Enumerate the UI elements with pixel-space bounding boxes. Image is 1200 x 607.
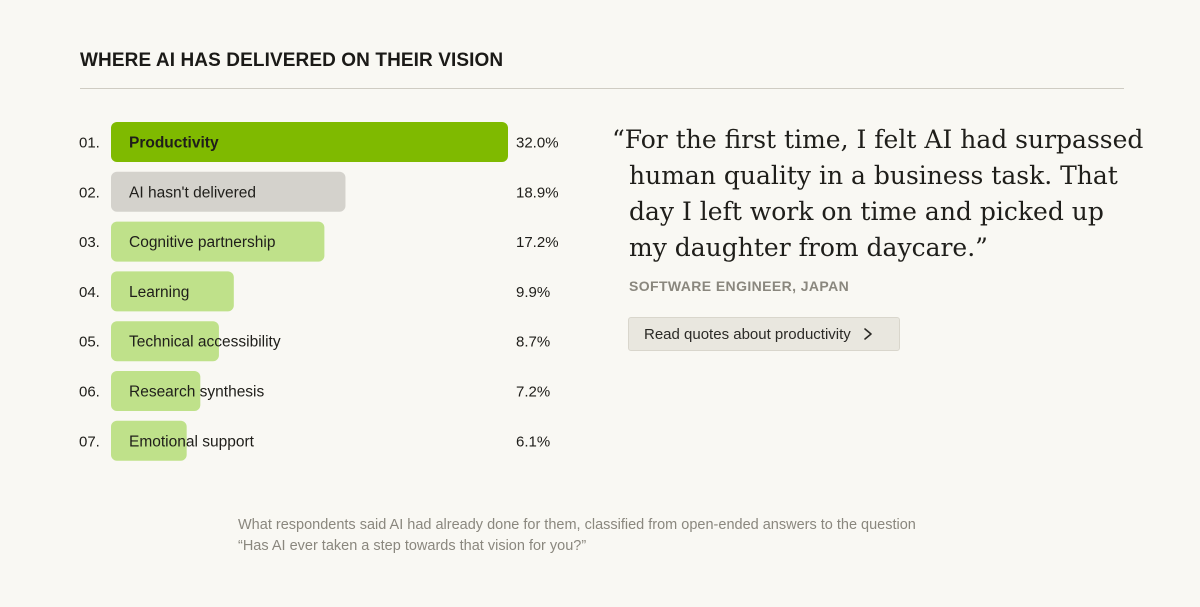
chevron-right-icon [862,327,874,341]
bar-category-label: Productivity [129,135,219,152]
chart-heading: WHERE AI HAS DELIVERED ON THEIR VISION [80,50,504,71]
bar-category-label: Emotional support [129,433,255,450]
bar-rank-label: 01. [79,135,100,152]
bar-category-label: Technical accessibility [129,334,281,351]
bar [111,371,201,411]
bar-rank-label: 03. [79,234,100,251]
read-quotes-button[interactable]: Read quotes about productivity [628,317,900,351]
bar-rank-label: 02. [79,184,100,201]
bar-category-label: Research synthesis [129,384,265,401]
bar-value-label: 8.7% [516,334,550,351]
read-quotes-label: Read quotes about productivity [644,325,851,343]
bar-value-label: 32.0% [516,135,559,152]
bar-chart: 01. Productivity 32.0% 02. AI hasn't deliver… [79,122,559,461]
bar-rank-label: 04. [79,284,100,301]
bar-value-label: 7.2% [516,384,550,401]
bar [111,271,234,312]
testimonial-quote: “For the first time, I felt AI had surpa… [612,125,1144,262]
chart-caption: What respondents said AI had already don… [238,517,916,554]
bar-value-label: 18.9% [516,184,559,201]
bar-rank-label: 05. [79,334,100,351]
bar [111,122,508,162]
quote-attribution: SOFTWARE ENGINEER, JAPAN [629,278,850,294]
bar [111,171,346,212]
bar-category-label: Learning [129,284,189,301]
bar-value-label: 9.9% [516,284,550,301]
bar [111,221,325,262]
bar-value-label: 17.2% [516,234,559,251]
bar-value-label: 6.1% [516,433,550,450]
bar-category-label: AI hasn't delivered [129,184,256,201]
bar-rank-label: 06. [79,384,100,401]
bar-rank-label: 07. [79,433,100,450]
bar [111,321,219,362]
heading-divider [80,88,1124,89]
bar-category-label: Cognitive partnership [129,234,275,251]
bar [111,420,187,461]
